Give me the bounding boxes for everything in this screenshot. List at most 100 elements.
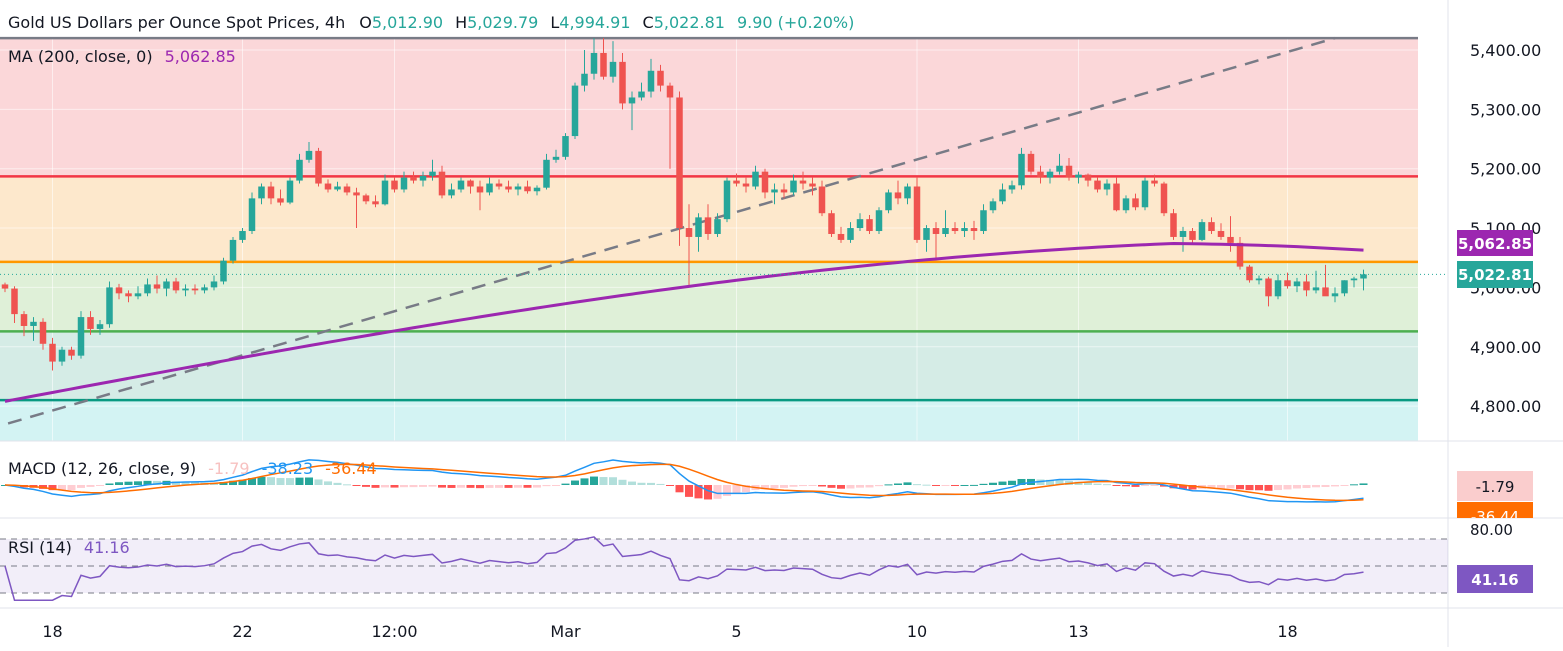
macd-hist-bar <box>761 485 769 490</box>
candle-body <box>856 219 864 229</box>
macd-legend-macd: -38.23 <box>262 459 314 478</box>
candle-body <box>562 136 569 157</box>
candle-body <box>704 217 712 234</box>
macd-hist-bar <box>219 481 228 485</box>
rsi-line <box>4 536 1364 601</box>
candle-body <box>277 198 284 203</box>
candle-body <box>600 52 607 77</box>
candle-body <box>1141 180 1149 208</box>
candle-body <box>353 192 360 196</box>
candle-body <box>885 192 892 211</box>
ma200-line <box>4 241 1364 403</box>
candle-body <box>524 186 531 192</box>
fib-zone-cyan <box>0 400 1418 441</box>
signal-line <box>4 463 1364 502</box>
candle-body <box>533 187 541 192</box>
macd-hist-bar <box>457 485 465 488</box>
macd-hist-bar <box>115 482 123 485</box>
candle-body <box>429 171 436 176</box>
macd-hist-bar <box>466 485 475 488</box>
macd-hist-bar <box>343 484 351 486</box>
macd-hist-bar <box>1084 482 1092 485</box>
candle-body <box>790 180 797 193</box>
macd-hist-bar <box>172 481 180 485</box>
candle-body <box>1037 171 1044 178</box>
low-value: 4,994.91 <box>559 13 630 32</box>
rsi-legend: RSI (14) 41.16 <box>8 538 130 557</box>
close-price-badge-text: 5,022.81 <box>1458 266 1532 284</box>
macd-hist-bar <box>1103 484 1111 486</box>
candle-body <box>1265 278 1272 297</box>
candle-body <box>106 287 113 325</box>
macd-hist-bar <box>191 482 199 485</box>
candle-body <box>134 293 142 297</box>
rsi-polyline <box>4 536 1364 601</box>
candle-body <box>30 321 37 326</box>
macd-hist-bar <box>1236 485 1244 490</box>
macd-hist-bar <box>134 481 142 485</box>
candle-body <box>467 180 474 187</box>
macd-hist-badge-text: -1.79 <box>1476 478 1515 496</box>
price-axis[interactable]: 5,400.005,300.005,200.005,100.005,000.00… <box>1470 41 1541 416</box>
price-tick-label: 5,400.00 <box>1470 41 1541 60</box>
macd-hist-bar <box>67 485 76 491</box>
macd-histogram <box>1 476 1368 500</box>
macd-hist-bar <box>1131 485 1140 487</box>
macd-hist-bar <box>352 485 361 486</box>
candle-body <box>448 189 455 196</box>
macd-hist-bar <box>542 485 551 487</box>
candle-body <box>315 150 322 184</box>
candle-body <box>942 228 949 234</box>
macd-hist-bar <box>609 477 617 485</box>
candle-body <box>685 228 693 237</box>
candle-body <box>96 324 104 329</box>
macd-hist-bar <box>1017 478 1026 485</box>
time-tick-label: 18 <box>1277 622 1297 641</box>
macd-hist-bar <box>1112 485 1121 486</box>
time-tick-label: 22 <box>232 622 252 641</box>
macd-hist-bar <box>495 485 503 488</box>
time-axis[interactable]: 18 22 12:00 Mar 5 10 13 18 <box>42 622 1297 641</box>
candle-body <box>1198 222 1206 240</box>
candle-body <box>1132 198 1139 208</box>
candle-body <box>904 186 911 199</box>
candle-body <box>87 317 94 329</box>
candle-body <box>866 219 873 232</box>
macd-hist-bar <box>248 478 256 485</box>
macd-hist-bar <box>960 484 969 486</box>
macd-hist-bar <box>58 485 66 491</box>
close-label: C <box>643 13 654 32</box>
macd-hist-bar <box>409 485 418 488</box>
macd-hist-bar <box>704 485 712 500</box>
macd-hist-bar <box>1350 484 1358 486</box>
macd-hist-bar <box>723 485 731 496</box>
candle-body <box>799 180 807 184</box>
time-tick-label: 12:00 <box>371 622 417 641</box>
macd-hist-bar <box>1302 485 1311 489</box>
macd-hist-bar <box>590 476 598 485</box>
candle-body <box>847 228 854 240</box>
macd-hist-bar <box>257 476 266 485</box>
candle-body <box>1312 287 1320 291</box>
candle-body <box>505 186 512 190</box>
macd-hist-bar <box>371 485 380 488</box>
candle-body <box>638 91 645 98</box>
candle-body <box>191 288 199 291</box>
macd-hist-bar <box>894 483 902 485</box>
candle-body <box>913 186 921 240</box>
rsi-legend-value: 41.16 <box>84 538 130 557</box>
candle-body <box>163 281 170 289</box>
macd-hist-bar <box>77 485 85 488</box>
macd-hist-bar <box>1245 485 1254 491</box>
candle-body <box>666 85 674 98</box>
open-value: 5,012.90 <box>372 13 443 32</box>
candlestick-series <box>1 38 1367 371</box>
low-label: L <box>550 13 559 32</box>
macd-hist-bar <box>628 481 636 485</box>
candle-body <box>77 317 85 356</box>
candle-body <box>1208 222 1215 232</box>
candle-body <box>780 189 788 193</box>
candle-body <box>1084 174 1092 181</box>
high-label: H <box>455 13 467 32</box>
